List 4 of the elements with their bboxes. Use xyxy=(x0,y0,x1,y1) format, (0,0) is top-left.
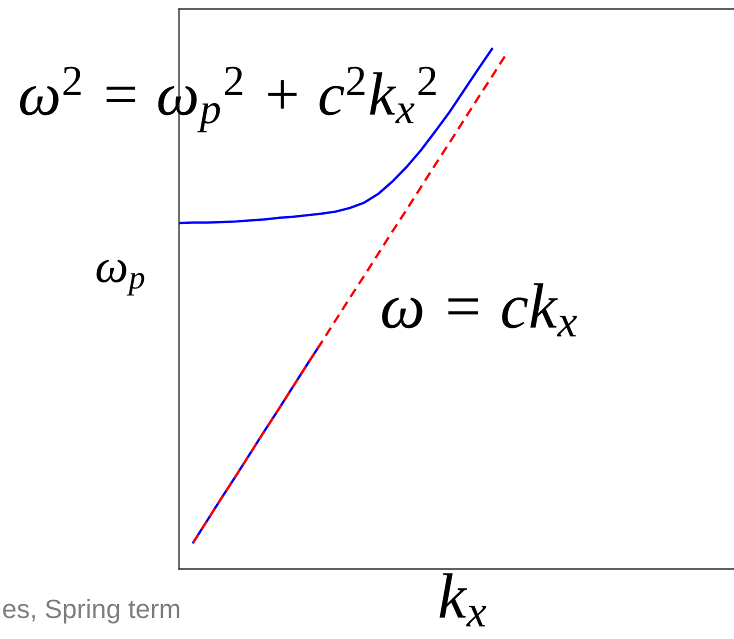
text: es, Spring term xyxy=(3,598,180,624)
y-axis-title: ω$_{p}$ xyxy=(96,260,144,296)
annotation: ω = ck$_{x}$ xyxy=(382,283,577,336)
x-axis-title: k$_{x}$ xyxy=(440,573,486,626)
